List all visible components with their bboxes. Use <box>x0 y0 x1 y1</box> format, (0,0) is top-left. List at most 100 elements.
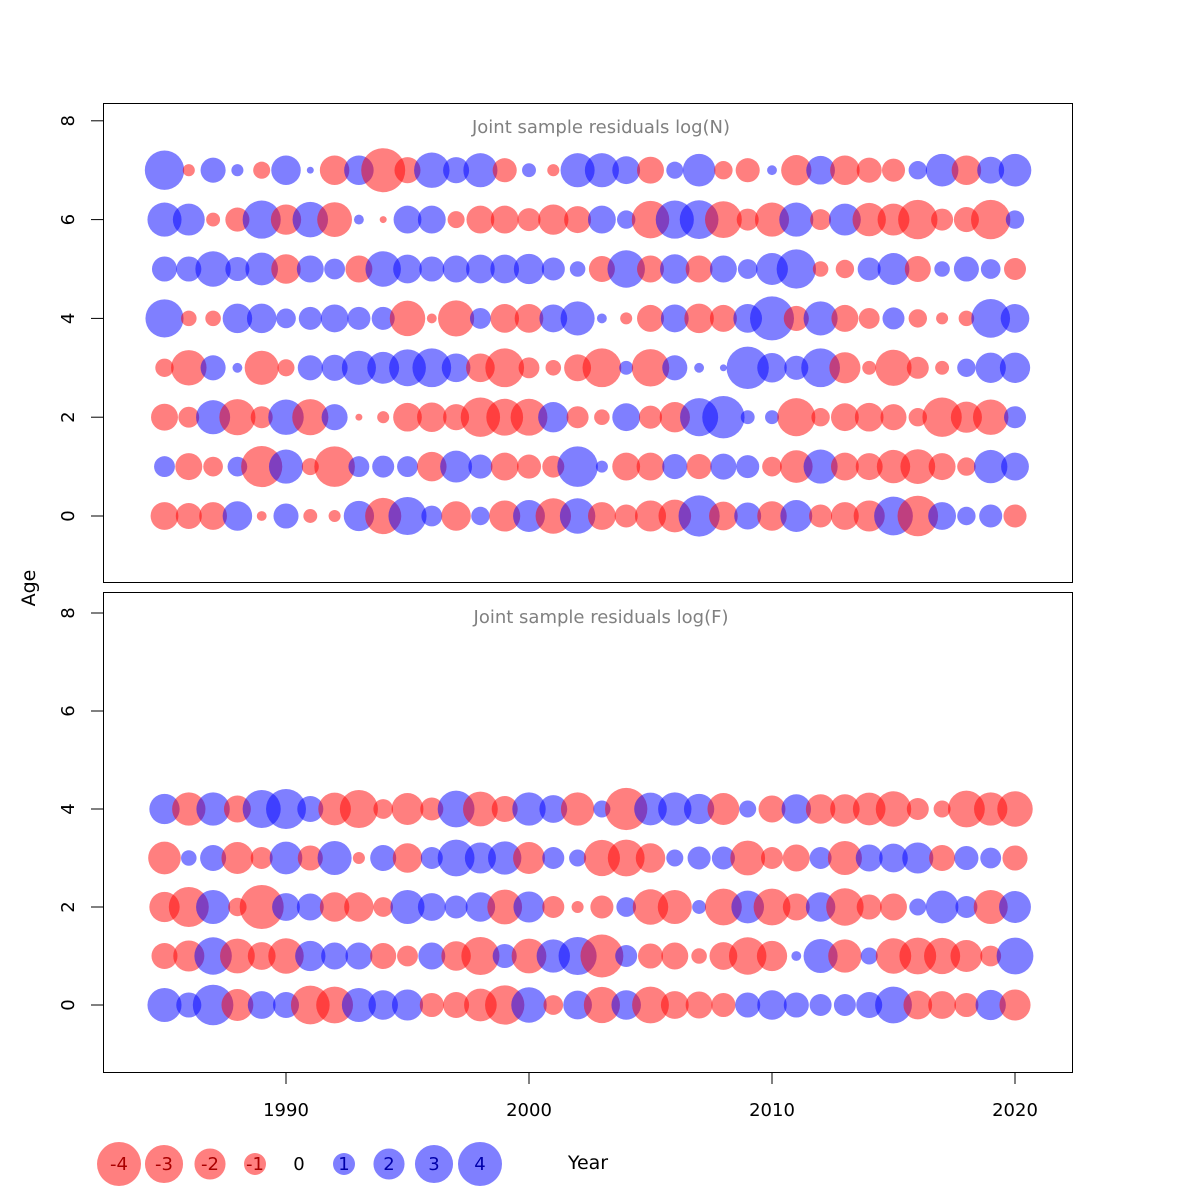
bubble <box>881 158 906 182</box>
y-tick-label: 4 <box>58 803 79 814</box>
bubble <box>828 203 861 236</box>
bubble <box>1001 452 1029 481</box>
bubble <box>222 303 253 334</box>
bubble <box>464 842 496 874</box>
bubble <box>272 893 300 921</box>
bubble <box>809 504 833 528</box>
bubble <box>461 936 500 976</box>
bubble <box>954 845 979 871</box>
bubble <box>898 199 938 240</box>
bubble <box>151 256 178 282</box>
bubble <box>365 251 401 287</box>
bubble <box>487 889 523 925</box>
bubble <box>168 887 209 927</box>
bubble <box>268 449 304 484</box>
bubble <box>734 502 762 530</box>
bubble <box>957 506 976 526</box>
bubble <box>711 992 736 1018</box>
bubble <box>975 352 1006 383</box>
bubble <box>922 397 962 437</box>
bubble <box>196 792 230 826</box>
bubble <box>998 153 1032 187</box>
bubble <box>221 989 254 1021</box>
bubble <box>485 348 525 388</box>
bubble <box>442 255 470 283</box>
bubble <box>341 987 376 1023</box>
bubble <box>827 840 862 876</box>
bubble <box>830 452 859 481</box>
bubble <box>492 943 517 969</box>
bubble <box>928 502 957 530</box>
bubble <box>950 940 983 972</box>
bubble <box>391 989 424 1021</box>
bubble <box>615 945 638 967</box>
bubble <box>616 210 636 229</box>
bubble <box>971 299 1011 338</box>
bubble <box>266 789 306 829</box>
bubble <box>707 793 740 825</box>
bubble-group-log-f <box>147 787 1034 1026</box>
bubble <box>172 792 206 826</box>
bubble <box>779 450 813 483</box>
bubble <box>295 940 326 972</box>
bubble <box>620 312 633 325</box>
bubble <box>977 156 1005 184</box>
bubble <box>270 204 302 235</box>
bubble <box>147 202 182 237</box>
bubble <box>545 360 562 376</box>
bubble <box>511 987 547 1023</box>
bubble <box>244 350 279 385</box>
bubble <box>812 261 829 277</box>
bubble <box>737 259 758 279</box>
bubble <box>513 891 545 923</box>
bubble <box>782 893 810 921</box>
bubble <box>144 150 185 190</box>
bubble <box>151 942 178 970</box>
bubble <box>809 994 832 1016</box>
bubble <box>924 937 961 975</box>
bubble <box>957 457 976 476</box>
bubble <box>372 455 395 478</box>
bubble <box>909 898 927 916</box>
bubble <box>666 849 684 867</box>
bubble <box>220 938 255 974</box>
bubble <box>831 304 859 332</box>
bubble <box>607 250 645 288</box>
bubble <box>780 500 813 532</box>
bubble <box>390 889 425 925</box>
bubble <box>297 845 323 871</box>
bubble <box>563 990 592 1020</box>
bubble <box>321 404 348 431</box>
bubble <box>877 253 910 285</box>
bubble <box>200 844 227 872</box>
bubble <box>902 842 934 874</box>
x-tick-label: 2020 <box>992 1100 1038 1121</box>
bubble <box>368 990 398 1020</box>
bubble <box>756 940 788 972</box>
bubble <box>557 446 598 487</box>
legend-label: -1 <box>246 1154 264 1175</box>
bubble <box>857 257 881 281</box>
bubble <box>361 148 406 193</box>
bubble <box>957 358 976 378</box>
bubble <box>441 501 471 531</box>
bubble <box>805 794 836 824</box>
bubble <box>566 406 589 429</box>
x-tick-label: 1990 <box>263 1100 309 1121</box>
bubble <box>735 992 761 1018</box>
legend-bubble <box>144 1144 184 1184</box>
bubble <box>447 211 465 229</box>
bubble <box>854 402 884 432</box>
bubble <box>810 209 832 231</box>
bubble <box>150 502 179 530</box>
bubble <box>635 843 666 873</box>
y-tick-label: 6 <box>58 705 79 716</box>
bubble <box>437 790 475 828</box>
y-tick-label: 6 <box>58 214 79 225</box>
bubble <box>811 407 830 427</box>
bubble <box>344 892 374 922</box>
bubble <box>490 452 519 481</box>
bubble <box>443 991 470 1019</box>
bubble <box>903 990 933 1020</box>
bubble <box>328 509 341 523</box>
